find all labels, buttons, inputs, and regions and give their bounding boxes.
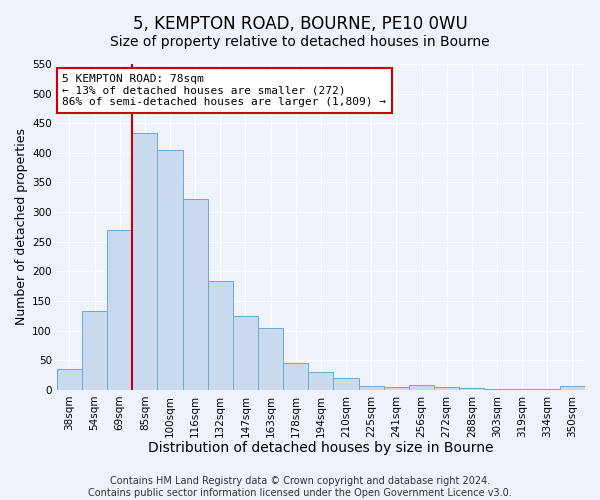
Bar	[157, 150, 182, 390]
Bar	[57, 369, 82, 390]
Bar	[208, 282, 233, 390]
Bar	[82, 311, 107, 390]
Text: Size of property relative to detached houses in Bourne: Size of property relative to detached ho…	[110, 35, 490, 49]
Bar	[132, 134, 157, 390]
Bar	[434, 388, 459, 390]
Text: 5 KEMPTON ROAD: 78sqm
← 13% of detached houses are smaller (272)
86% of semi-det: 5 KEMPTON ROAD: 78sqm ← 13% of detached …	[62, 74, 386, 107]
Bar	[560, 386, 585, 390]
Text: 5, KEMPTON ROAD, BOURNE, PE10 0WU: 5, KEMPTON ROAD, BOURNE, PE10 0WU	[133, 15, 467, 33]
Bar	[258, 328, 283, 390]
X-axis label: Distribution of detached houses by size in Bourne: Distribution of detached houses by size …	[148, 441, 494, 455]
Bar	[359, 386, 384, 390]
Bar	[334, 378, 359, 390]
Text: Contains HM Land Registry data © Crown copyright and database right 2024.
Contai: Contains HM Land Registry data © Crown c…	[88, 476, 512, 498]
Bar	[409, 385, 434, 390]
Bar	[283, 363, 308, 390]
Y-axis label: Number of detached properties: Number of detached properties	[15, 128, 28, 326]
Bar	[107, 230, 132, 390]
Bar	[182, 199, 208, 390]
Bar	[484, 388, 509, 390]
Bar	[459, 388, 484, 390]
Bar	[384, 387, 409, 390]
Bar	[233, 316, 258, 390]
Bar	[308, 372, 334, 390]
